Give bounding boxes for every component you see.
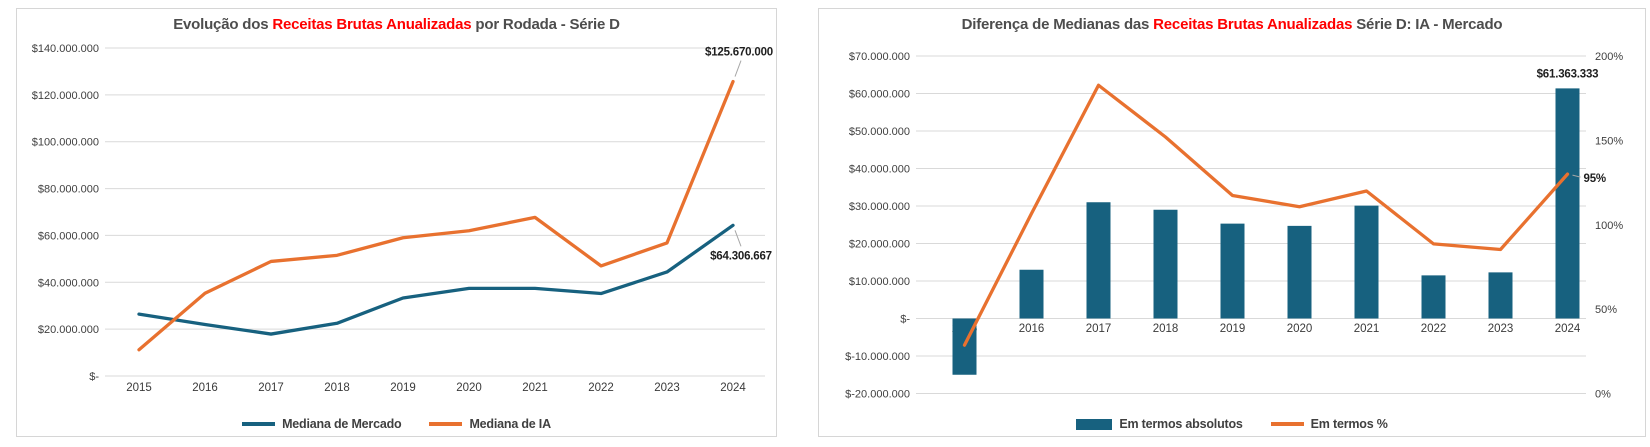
legend-item-termos-pct[interactable]: Em termos % xyxy=(1270,417,1388,431)
bar-2016 xyxy=(1019,269,1044,319)
x-axis-label: 2022 xyxy=(588,382,614,394)
bar-2024 xyxy=(1555,88,1580,319)
legend-item-mediana-ia[interactable]: Mediana de IA xyxy=(429,417,551,431)
bar-2019 xyxy=(1220,223,1245,319)
right-axis-label: 150% xyxy=(1595,135,1623,147)
annotation-label: 95% xyxy=(1584,173,1606,185)
left-axis-label: $-20.000.000 xyxy=(845,389,910,401)
y-axis-label: $100.000.000 xyxy=(32,137,99,149)
title-text-highlight: Receitas Brutas Anualizadas xyxy=(272,16,472,33)
right-axis-label: 100% xyxy=(1595,220,1623,232)
x-axis-label: 2019 xyxy=(390,382,416,394)
left-axis-label: $70.000.000 xyxy=(849,51,910,63)
series-line-mediana-de-ia xyxy=(137,79,735,352)
bar-2017 xyxy=(1086,202,1111,319)
legend-line-swatch-ia xyxy=(429,422,463,426)
right-axis-label: 50% xyxy=(1595,304,1617,316)
legend-label-mercado: Mediana de Mercado xyxy=(282,417,402,431)
title-text-highlight: Receitas Brutas Anualizadas xyxy=(1153,16,1353,33)
annotation-label: $125.670.000 xyxy=(705,47,773,59)
right-axis-label: 200% xyxy=(1595,51,1623,63)
y-axis-label: $120.000.000 xyxy=(32,90,99,102)
x-axis-label: 2016 xyxy=(1019,323,1045,335)
legend-item-mediana-mercado[interactable]: Mediana de Mercado xyxy=(242,417,402,431)
legend-line-swatch-mercado xyxy=(242,422,276,426)
left-axis-label: $50.000.000 xyxy=(849,126,910,138)
x-axis-label: 2018 xyxy=(324,382,350,394)
left-axis-label: $30.000.000 xyxy=(849,201,910,213)
x-axis-label: 2018 xyxy=(1153,323,1179,335)
annotation-leader xyxy=(734,60,742,77)
chart-panel-diferenca[interactable]: Diferença de Medianas das Receitas Bruta… xyxy=(818,8,1646,437)
right-axis-label: 0% xyxy=(1595,389,1611,401)
bar-2022 xyxy=(1421,275,1446,319)
y-axis-label: $- xyxy=(89,371,99,383)
y-axis-label: $40.000.000 xyxy=(38,277,99,289)
annotation-label: $61.363.333 xyxy=(1537,68,1599,80)
x-axis-label: 2021 xyxy=(1354,323,1380,335)
series-line-em-termos-pct xyxy=(962,83,1570,347)
chart-title-diferenca: Diferença de Medianas das Receitas Bruta… xyxy=(819,16,1645,33)
left-axis-label: $- xyxy=(900,314,910,326)
bar-2020 xyxy=(1287,225,1312,319)
x-axis-label: 2019 xyxy=(1220,323,1246,335)
left-axis-label: $10.000.000 xyxy=(849,276,910,288)
legend-label-pct: Em termos % xyxy=(1310,417,1388,431)
y-axis-label: $20.000.000 xyxy=(38,324,99,336)
legend-diferenca: Em termos absolutos Em termos % xyxy=(819,417,1645,431)
combo-chart-plot-area: $70.000.000 $60.000.000 $50.000.000 $40.000… xyxy=(845,51,1623,401)
title-text-prefix: Evolução dos xyxy=(173,16,273,33)
x-axis-label: 2022 xyxy=(1421,323,1447,335)
x-axis-label: 2024 xyxy=(1555,323,1581,335)
left-axis-label: $-10.000.000 xyxy=(845,351,910,363)
x-axis-label: 2015 xyxy=(126,382,152,394)
x-axis-label: 2016 xyxy=(192,382,218,394)
title-text-prefix: Diferença de Medianas das xyxy=(961,16,1154,33)
gridlines xyxy=(916,55,1586,394)
x-axis-label: 2017 xyxy=(258,382,284,394)
legend-bar-swatch-absolutos xyxy=(1076,418,1113,430)
annotation-leader xyxy=(734,230,742,247)
line-chart-plot-area: $140.000.000 $120.000.000 $100.000.000 $80.… xyxy=(32,43,773,394)
left-axis-label: $60.000.000 xyxy=(849,89,910,101)
series-line-mediana-de-mercado xyxy=(137,223,735,336)
title-text-suffix: por Rodada - Série D xyxy=(471,16,620,33)
legend-line-swatch-pct xyxy=(1270,422,1304,426)
x-axis-label: 2023 xyxy=(1488,323,1514,335)
y-axis-label: $60.000.000 xyxy=(38,230,99,242)
x-axis-label: 2020 xyxy=(1287,323,1313,335)
x-axis-label: 2021 xyxy=(522,382,548,394)
left-axis-label: $40.000.000 xyxy=(849,164,910,176)
chart-panel-evolucao[interactable]: Evolução dos Receitas Brutas Anualizadas… xyxy=(16,8,777,437)
legend-label-absolutos: Em termos absolutos xyxy=(1119,417,1243,431)
x-axis-label: 2020 xyxy=(456,382,482,394)
x-axis-label: 2017 xyxy=(1086,323,1112,335)
x-axis-label: 2023 xyxy=(654,382,680,394)
bar-2018 xyxy=(1153,209,1178,319)
legend-item-termos-absolutos[interactable]: Em termos absolutos xyxy=(1076,417,1243,431)
bar-2021 xyxy=(1354,205,1379,319)
x-axis-label: 2024 xyxy=(720,382,746,394)
chart-title-evolucao: Evolução dos Receitas Brutas Anualizadas… xyxy=(17,16,776,33)
legend-label-ia: Mediana de IA xyxy=(469,417,551,431)
y-axis-label: $80.000.000 xyxy=(38,184,99,196)
annotation-label: $64.306.667 xyxy=(710,250,772,262)
gridlines xyxy=(105,47,765,377)
left-axis-label: $20.000.000 xyxy=(849,239,910,251)
legend-evolucao: Mediana de Mercado Mediana de IA xyxy=(17,417,776,431)
title-text-suffix: Série D: IA - Mercado xyxy=(1352,16,1503,33)
annotation-leader xyxy=(1572,174,1581,178)
bar-2023 xyxy=(1488,272,1513,319)
y-axis-label: $140.000.000 xyxy=(32,43,99,55)
